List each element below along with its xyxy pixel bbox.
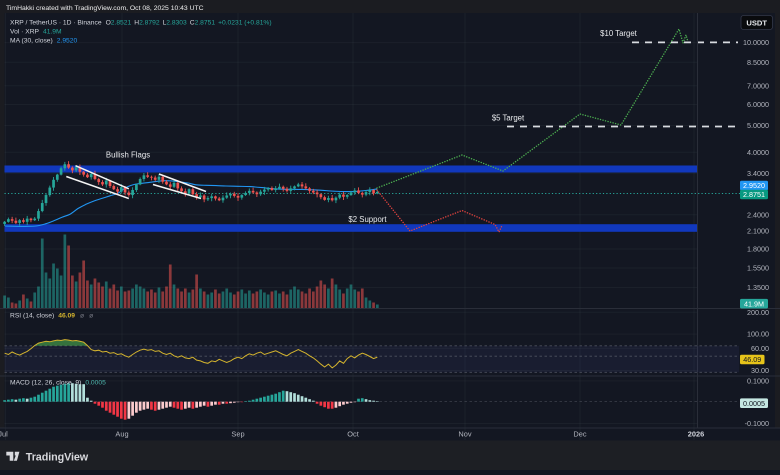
svg-text:2026: 2026 [688,429,704,438]
svg-text:-0.1000: -0.1000 [745,419,769,428]
svg-text:6.0000: 6.0000 [747,100,769,109]
svg-text:4.0000: 4.0000 [747,148,769,157]
svg-text:Sep: Sep [231,429,244,438]
svg-text:2.1000: 2.1000 [747,226,769,235]
svg-text:3.4000: 3.4000 [747,169,769,178]
svg-text:7.0000: 7.0000 [747,81,769,90]
svg-text:10.0000: 10.0000 [743,38,769,47]
svg-text:$2 Support: $2 Support [348,215,387,224]
svg-text:30.00: 30.00 [751,366,769,375]
svg-text:Aug: Aug [115,429,128,438]
svg-text:MACD (12, 26, close, 9)0.0005: MACD (12, 26, close, 9) 0.0005 [10,380,106,387]
svg-text:0.0005: 0.0005 [743,399,765,408]
svg-text:TimHakki created with TradingV: TimHakki created with TradingView.com, O… [6,5,204,12]
svg-text:41.9M: 41.9M [744,299,764,308]
svg-text:1.8000: 1.8000 [747,245,769,254]
svg-text:Bullish Flags: Bullish Flags [106,151,150,160]
svg-text:5.0000: 5.0000 [747,121,769,130]
svg-text:0.1000: 0.1000 [747,377,769,386]
svg-text:TradingView: TradingView [26,451,89,463]
svg-text:2.4000: 2.4000 [747,210,769,219]
svg-text:8.5000: 8.5000 [747,58,769,67]
svg-text:200.00: 200.00 [747,308,769,317]
svg-text:Nov: Nov [458,429,471,438]
svg-text:46.09: 46.09 [743,355,761,364]
svg-text:1.5500: 1.5500 [747,264,769,273]
svg-text:Jul: Jul [0,429,8,438]
svg-text:USDT: USDT [746,18,767,27]
svg-text:100.00: 100.00 [747,330,769,339]
svg-text:2.8751: 2.8751 [743,190,765,199]
svg-text:$10 Target: $10 Target [600,29,638,38]
svg-text:1.3500: 1.3500 [747,283,769,292]
svg-text:$5 Target: $5 Target [492,114,525,123]
svg-text:2.9520: 2.9520 [743,181,765,190]
svg-text:MA (30, close)2.9520: MA (30, close) 2.9520 [10,38,77,45]
svg-text:Dec: Dec [573,429,586,438]
svg-text:Oct: Oct [347,429,359,438]
svg-text:60.00: 60.00 [751,344,769,353]
